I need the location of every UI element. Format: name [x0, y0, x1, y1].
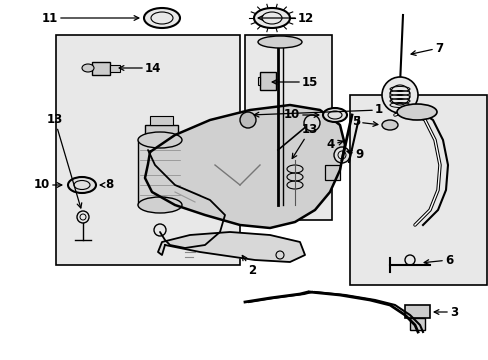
- Ellipse shape: [138, 132, 182, 148]
- Text: 9: 9: [346, 148, 363, 162]
- Text: 6: 6: [423, 253, 452, 266]
- Text: 13: 13: [292, 123, 318, 158]
- Text: 10: 10: [34, 179, 61, 192]
- Bar: [258, 77, 260, 85]
- Text: 5: 5: [351, 116, 377, 129]
- Text: 13: 13: [47, 113, 81, 208]
- Text: 15: 15: [272, 76, 318, 89]
- Circle shape: [304, 115, 319, 131]
- Bar: [244, 35, 331, 220]
- Ellipse shape: [258, 36, 302, 48]
- Polygon shape: [158, 232, 305, 262]
- Ellipse shape: [68, 177, 96, 193]
- Ellipse shape: [143, 8, 180, 28]
- Bar: [110, 65, 120, 72]
- Ellipse shape: [253, 8, 289, 28]
- Polygon shape: [145, 105, 345, 228]
- Circle shape: [240, 112, 256, 128]
- Text: 1: 1: [254, 104, 382, 117]
- Text: 2: 2: [242, 256, 256, 276]
- Text: 8: 8: [100, 179, 113, 192]
- Bar: [150, 116, 173, 125]
- Bar: [325, 165, 339, 180]
- Bar: [409, 318, 424, 330]
- Bar: [138, 140, 182, 205]
- Text: 11: 11: [41, 12, 139, 24]
- Ellipse shape: [138, 197, 182, 213]
- Ellipse shape: [396, 104, 436, 120]
- Text: 12: 12: [258, 12, 314, 24]
- Ellipse shape: [82, 64, 94, 72]
- Text: 4: 4: [326, 139, 342, 152]
- Ellipse shape: [323, 108, 346, 122]
- Text: 14: 14: [119, 62, 161, 75]
- Text: 10: 10: [283, 108, 318, 121]
- Circle shape: [333, 147, 349, 163]
- Bar: [145, 125, 178, 138]
- Bar: [92, 62, 110, 75]
- Bar: [260, 72, 275, 90]
- Text: 3: 3: [433, 306, 457, 319]
- Ellipse shape: [381, 120, 397, 130]
- Bar: [56, 35, 240, 265]
- Text: 7: 7: [410, 41, 442, 55]
- Bar: [404, 305, 429, 318]
- Bar: [349, 95, 486, 285]
- Circle shape: [381, 77, 417, 113]
